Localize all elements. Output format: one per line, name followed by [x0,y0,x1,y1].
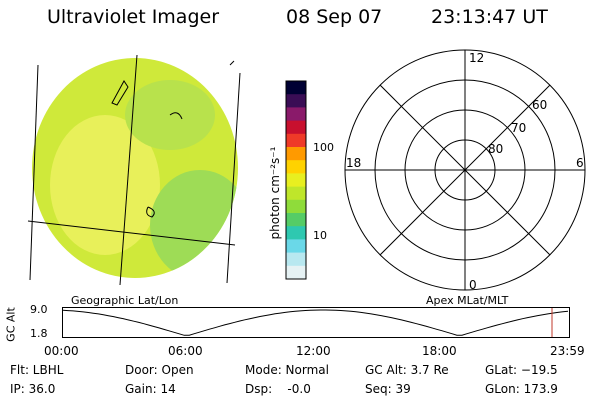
colorbar-band [286,147,306,161]
info-dsp: Dsp: -0.0 [245,382,311,396]
info-glat: GLat: −19.5 [485,363,558,377]
colorbar-band [286,265,306,280]
colorbar-band [286,226,306,240]
image-time: 23:13:47 UT [431,6,548,28]
instrument-title: Ultraviolet Imager [47,6,220,28]
timeline-xtick: 06:00 [168,344,203,358]
timeline-ytick-high: 9.0 [30,303,48,316]
colorbar-tick-100: 100 [313,141,334,154]
info-door: Door: Open [125,363,194,377]
timeline-ytick-low: 1.8 [30,327,48,340]
mlt-label-18: 18 [346,156,361,170]
lat-lon-grid [27,54,241,286]
info-gain: Gain: 14 [125,382,176,396]
colorbar-band [286,133,306,148]
timeline-ylabel: GC Alt [4,307,18,342]
image-caption: Geographic Lat/Lon [71,294,179,307]
uv-image-panel [27,54,241,286]
orbit-altitude-curve [62,309,569,336]
colorbar-band [286,186,306,201]
info-ip: IP: 36.0 [10,382,56,396]
lat-label-60: 60 [532,98,547,112]
colorbar-band [286,239,306,254]
colorbar-band [286,173,306,188]
info-seq: Seq: 39 [365,382,411,396]
colorbar-band [286,120,306,135]
timeline-xtick: 18:00 [422,344,457,358]
colorbar-unit-label: photon cm⁻²s⁻¹ [268,146,282,240]
lat-label-80: 80 [488,142,503,156]
colorbar-band [286,213,306,227]
mlt-label-6: 6 [576,156,584,170]
polar-grid: 12 18 6 0 60 70 80 [344,49,586,292]
polar-caption: Apex MLat/MLT [426,294,509,307]
orbit-altitude-plot [62,307,570,338]
info-glon: GLon: 173.9 [485,382,558,396]
colorbar [285,80,307,280]
mlt-label-0: 0 [469,278,477,292]
colorbar-band [286,252,306,267]
info-mode: Mode: Normal [245,363,329,377]
colorbar-tick-10: 10 [313,229,327,242]
uv-bright-region [50,115,160,255]
timeline-xtick: 00:00 [44,344,79,358]
uv-dim-region [150,170,238,278]
colorbar-band [286,81,306,95]
info-gc-alt: GC Alt: 3.7 Re [365,363,449,377]
colorbar-band [286,107,306,122]
info-filter: Flt: LBHL [10,363,64,377]
timeline-xtick: 12:00 [296,344,331,358]
mlt-label-12: 12 [469,51,484,65]
colorbar-band [286,94,306,108]
lat-label-70: 70 [511,121,526,135]
timeline-xtick: 23:59 [550,344,585,358]
colorbar-band [286,199,306,214]
colorbar-band [286,160,306,174]
image-date: 08 Sep 07 [286,6,383,28]
